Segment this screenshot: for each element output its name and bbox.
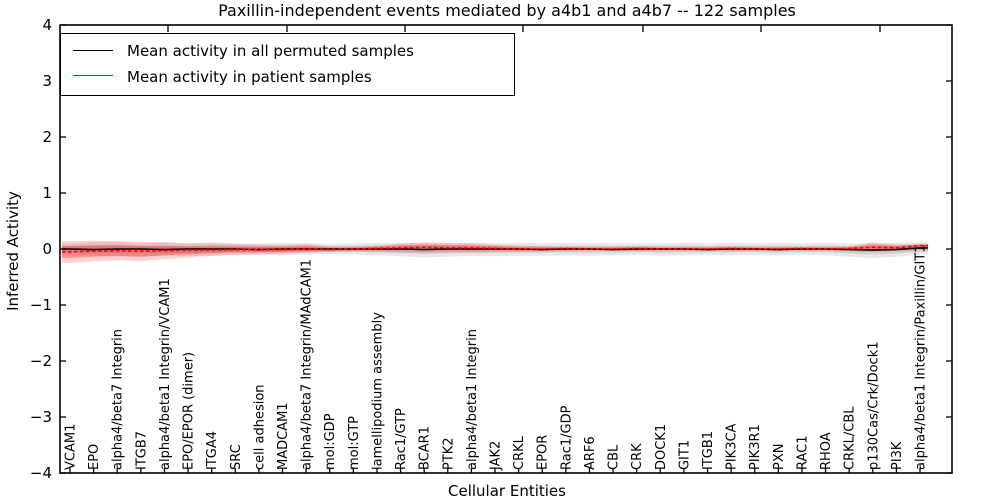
x-tick-label: RHOA [819,432,834,470]
legend: Mean activity in all permuted samples Me… [60,33,515,96]
chart-title: Paxillin-independent events mediated by … [218,1,796,20]
x-tick-label: alpha4/beta1 Integrin [465,329,480,470]
x-tick-label: EPO/EPOR (dimer) [182,352,197,470]
x-tick-label: PI3K [890,441,905,470]
x-axis-label: Cellular Entities [448,482,566,500]
x-tick-label: Rac1/GTP [394,408,409,470]
y-tick-label: 1 [42,184,52,202]
x-tick-label: JAK2 [489,441,504,471]
patient-mean-line [62,244,928,253]
legend-item-patient: Mean activity in patient samples [61,67,514,86]
x-tick-label: CRK [630,443,645,470]
x-tick-label: lamellipodium assembly [370,312,385,470]
x-tick-label: cell adhesion [252,384,267,470]
x-tick-label: alpha4/beta1 Integrin/VCAM1 [158,278,173,470]
x-tick-label: ITGA4 [205,431,220,470]
x-tick-label: ITGB1 [701,431,716,470]
x-tick-label: PTK2 [441,437,456,470]
x-tick-label: Rac1/GDP [559,405,574,470]
x-tick-label: RAC1 [795,435,810,470]
y-tick-label: −2 [30,352,52,370]
y-tick-label: −1 [30,296,52,314]
patient-band-inner [62,244,928,258]
x-tick-label: alpha4/beta7 Integrin/MAdCAM1 [300,259,315,470]
x-tick-label: alpha4/beta1 Integrin/Paxillin/GIT1 [914,244,929,470]
y-tick-label: 0 [42,240,52,258]
x-tick-label: EPO [87,444,102,470]
y-tick-label: 3 [42,72,52,90]
legend-item-permuted: Mean activity in all permuted samples [61,44,514,59]
y-tick-label: −4 [30,464,52,482]
x-tick-label: mol:GTP [347,416,362,470]
x-tick-label: MADCAM1 [276,402,291,470]
x-tick-label: alpha4/beta7 Integrin [111,329,126,470]
legend-line-patient-icon [73,75,113,79]
legend-label-patient: Mean activity in patient samples [127,67,372,86]
x-tick-label: ITGB7 [134,431,149,470]
x-tick-label: PIK3R1 [748,424,763,470]
legend-line-permuted-icon [73,49,113,54]
permuted-band-outer [62,241,928,258]
y-tick-label: −3 [30,408,52,426]
patient-band-outer [62,240,928,263]
x-tick-label: DOCK1 [654,424,669,470]
x-tick-label: SRC [229,444,244,470]
x-tick-label: EPOR [536,435,551,470]
x-tick-label: CBL [607,444,622,470]
x-tick-label: PIK3CA [725,423,740,470]
x-tick-label: BCAR1 [418,426,433,470]
legend-label-permuted: Mean activity in all permuted samples [127,42,414,61]
x-tick-label: VCAM1 [64,424,79,470]
x-tick-label: CRKL [512,435,527,470]
x-tick-label: ARF6 [583,436,598,470]
x-tick-label: PXN [772,444,787,470]
x-tick-label: p130Cas/Crk/Dock1 [866,341,881,470]
x-tick-label: mol:GDP [323,413,338,470]
x-tick-label: GIT1 [677,440,692,470]
y-tick-label: 4 [42,16,52,34]
y-tick-label: 2 [42,128,52,146]
x-tick-label: CRKL/CBL [843,406,858,470]
